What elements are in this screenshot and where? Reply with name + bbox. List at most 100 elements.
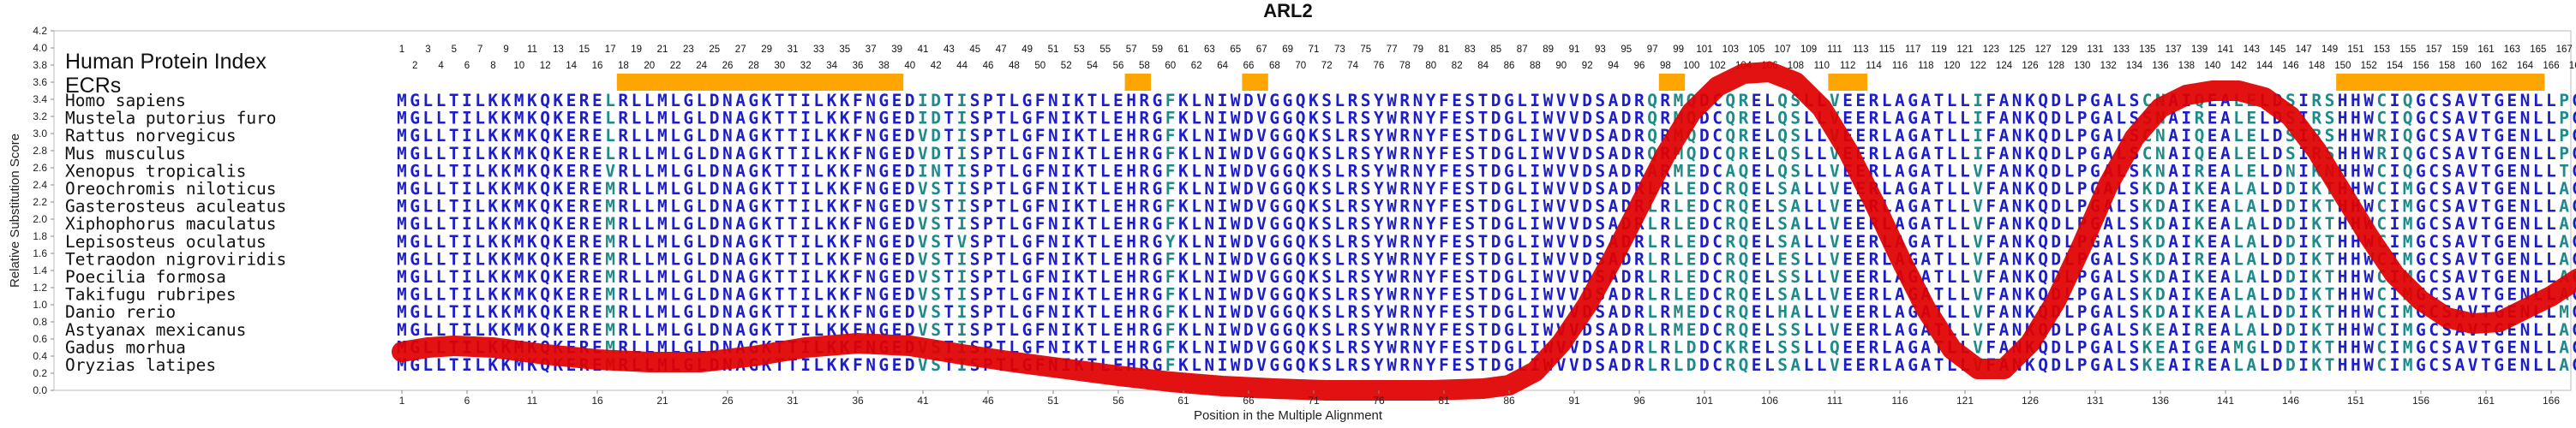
index-number: 162 [2491,61,2507,71]
x-tick-label: 81 [1438,395,1450,407]
y-tick-label: 3.0 [33,128,47,140]
index-number: 102 [1710,61,1726,71]
ecr-bar [616,74,904,91]
index-number: 153 [2374,45,2390,55]
index-number: 122 [1970,61,1986,71]
species-name: Takifugu rubripes [65,285,237,305]
index-number: 25 [709,45,720,55]
index-number: 92 [1582,61,1593,71]
index-number: 46 [983,61,994,71]
x-tick-label: 86 [1503,395,1515,407]
index-number: 72 [1321,61,1333,71]
x-tick-label: 46 [982,395,994,407]
index-number: 62 [1191,61,1202,71]
index-number: 60 [1165,61,1176,71]
index-number: 158 [2439,61,2455,71]
index-number: 117 [1905,45,1920,55]
index-number: 130 [2074,61,2090,71]
index-number: 74 [1347,61,1358,71]
index-number: 15 [578,45,590,55]
species-name: Xiphophorus maculatus [65,214,277,234]
index-number: 134 [2126,61,2143,71]
index-number: 48 [1009,61,1020,71]
index-number: 159 [2452,45,2468,55]
index-number: 165 [2530,45,2546,55]
y-axis-label: Relative Substitution Score [8,134,22,288]
index-number: 87 [1517,45,1528,55]
index-number: 95 [1620,45,1632,55]
index-number: 89 [1543,45,1554,55]
index-number: 90 [1555,61,1567,71]
index-number: 78 [1399,61,1411,71]
index-number: 83 [1465,45,1476,55]
y-tick-label: 2.6 [33,162,47,174]
y-tick-label: 3.4 [33,93,47,105]
index-number: 148 [2309,61,2325,71]
index-number: 137 [2166,45,2182,55]
y-tick-label: 2.4 [33,179,47,191]
index-number: 40 [904,61,915,71]
y-tick-label: 1.0 [33,299,47,311]
index-number: 8 [490,61,495,71]
index-number: 33 [813,45,824,55]
index-label: Human Protein Index [65,50,267,74]
index-number: 50 [1034,61,1045,71]
index-number: 96 [1634,61,1645,71]
index-number: 144 [2256,61,2273,71]
index-number: 81 [1439,45,1450,55]
index-number: 75 [1360,45,1371,55]
index-number: 69 [1282,45,1293,55]
index-number: 21 [657,45,668,55]
index-number: 151 [2347,45,2363,55]
x-tick-label: 121 [1956,395,1974,407]
index-number: 150 [2334,61,2351,71]
x-tick-label: 36 [852,395,864,407]
index-number: 64 [1217,61,1228,71]
index-number: 168 [2569,61,2576,71]
index-number: 11 [527,45,537,55]
index-number: 45 [969,45,980,55]
x-tick-label: 141 [2217,395,2234,407]
y-tick-label: 1.8 [33,230,47,242]
index-number: 126 [2022,61,2038,71]
index-number: 132 [2100,61,2117,71]
index-number: 24 [696,61,707,71]
index-number: 111 [1827,45,1842,55]
y-tick-label: 1.2 [33,282,47,294]
index-number: 100 [1683,61,1699,71]
index-number: 120 [1944,61,1960,71]
x-tick-label: 166 [2543,395,2560,407]
index-number: 31 [788,45,799,55]
x-tick-label: 151 [2347,395,2364,407]
x-tick-label: 146 [2282,395,2299,407]
index-number: 14 [566,61,577,71]
index-number: 20 [644,61,655,71]
index-number: 124 [1996,61,2013,71]
index-number: 51 [1048,45,1059,55]
y-tick-label: 1.6 [33,247,47,259]
index-number: 155 [2399,45,2416,55]
index-number: 110 [1814,61,1830,71]
index-number: 61 [1178,45,1189,55]
index-number: 57 [1126,45,1137,55]
ecr-bar [1658,74,1686,91]
x-tick-label: 136 [2152,395,2169,407]
x-tick-label: 91 [1568,395,1580,407]
x-axis: 1 6 11 16 21 26 31 36 41 46 51 56 61 66 71 76 81 86 91 96 10… [399,390,2560,407]
index-number: 35 [839,45,850,55]
index-number: 42 [931,61,942,71]
index-number: 16 [592,61,603,71]
x-tick-label: 1 [399,395,405,407]
index-number: 112 [1840,61,1855,71]
species-name: Rattus norvegicus [65,126,237,146]
index-number: 127 [2035,45,2052,55]
y-tick-label: 4.0 [33,42,47,54]
index-number: 29 [761,45,772,55]
index-number: 38 [878,61,890,71]
index-number: 138 [2178,61,2195,71]
species-name: Mustela putorius furo [65,109,277,128]
y-tick-label: 0.8 [33,316,47,328]
